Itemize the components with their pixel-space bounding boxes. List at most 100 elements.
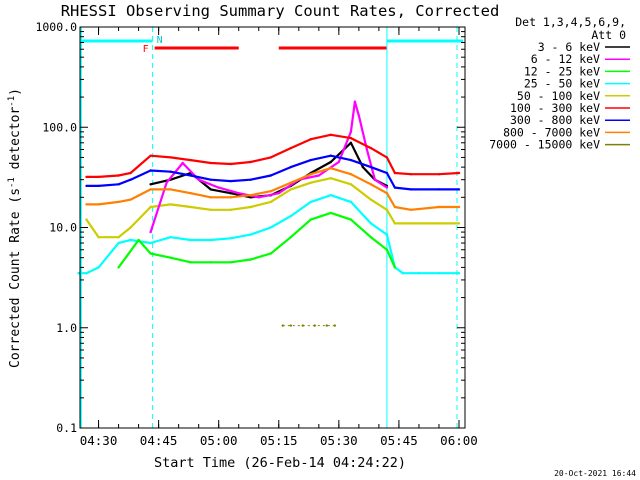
series-point-1-5 [237, 192, 240, 195]
series-point-5-19 [437, 173, 441, 176]
y-tick-label-4: 1000.0 [35, 20, 77, 34]
series-point-3-12 [289, 214, 292, 218]
series-point-5-17 [393, 171, 397, 175]
series-point-8-4 [325, 324, 328, 327]
series-point-4-6 [189, 205, 192, 209]
series-point-5-1 [97, 175, 100, 179]
series-point-7-17 [393, 205, 397, 209]
series-point-4-19 [437, 222, 441, 225]
series-point-0-9 [329, 160, 332, 164]
series-point-7-1 [97, 203, 100, 206]
series-point-0-3 [209, 188, 212, 191]
series-point-3-1 [85, 272, 88, 275]
series-point-5-5 [169, 156, 172, 159]
series-point-6-1 [97, 184, 100, 188]
series-point-2-14 [385, 248, 389, 251]
series-point-6-2 [117, 183, 120, 186]
y-axis-label-unit: detector [8, 107, 23, 178]
series-point-7-20 [457, 205, 461, 209]
series-point-4-14 [349, 183, 353, 186]
series-point-5-14 [349, 136, 353, 140]
series-point-7-11 [289, 181, 292, 184]
series-point-6-4 [149, 169, 152, 172]
series-point-3-4 [129, 238, 132, 242]
series-point-6-19 [437, 188, 441, 191]
series-point-2-4 [189, 261, 192, 264]
series-point-2-11 [329, 211, 332, 215]
series-point-7-10 [269, 190, 272, 193]
x-tick-label-2: 05:00 [200, 433, 238, 448]
series-point-7-3 [129, 198, 132, 201]
series-point-3-20 [417, 272, 421, 275]
x-tick-label-6: 06:00 [440, 433, 478, 448]
series-point-4-4 [149, 205, 152, 209]
series-point-7-2 [117, 200, 120, 204]
series-point-2-2 [149, 252, 152, 255]
series-point-7-5 [169, 188, 172, 191]
series-point-2-10 [309, 218, 312, 221]
y-tick-label-1: 1.0 [56, 321, 77, 335]
series-point-2-1 [137, 238, 140, 242]
y-tick-label-0: 0.1 [56, 421, 77, 435]
chart-title: RHESSI Observing Summary Count Rates, Co… [61, 2, 500, 20]
series-point-3-21 [437, 272, 441, 275]
series-point-3-7 [189, 238, 192, 242]
series-point-1-12 [353, 100, 357, 103]
series-point-6-13 [329, 154, 332, 157]
night-flag-label: N [157, 35, 163, 46]
series-point-7-12 [309, 173, 312, 176]
series-point-3-14 [329, 194, 332, 197]
series-point-5-4 [149, 154, 152, 157]
series-point-0-4 [229, 192, 232, 195]
x-tick-label-0: 04:30 [80, 433, 118, 448]
series-point-3-3 [117, 241, 120, 245]
y-axis-label-exp2: -1 [7, 96, 17, 107]
series-point-1-6 [257, 196, 260, 199]
series-point-6-3 [129, 178, 132, 181]
series-point-3-13 [309, 200, 312, 204]
legend-detectors-label: Det 1,3,4,5,6,9, [515, 15, 626, 29]
legend-attenuator-label: Att 0 [591, 28, 626, 42]
series-point-4-20 [457, 222, 461, 225]
x-tick-label-5: 05:45 [380, 433, 418, 448]
series-point-5-16 [385, 156, 389, 159]
series-point-2-13 [369, 236, 373, 239]
legend-entry-label-5: 100 - 300 keV [510, 101, 600, 115]
legend-entry-label-4: 50 - 100 keV [517, 89, 600, 103]
series-point-2-5 [209, 261, 212, 264]
y-tick-label-3: 100.0 [42, 120, 77, 134]
series-point-2-8 [269, 252, 272, 255]
series-point-5-11 [289, 146, 292, 150]
series-point-3-15 [349, 200, 353, 204]
series-point-1-9 [317, 174, 320, 177]
series-point-6-16 [385, 171, 389, 175]
series-point-2-3 [169, 256, 172, 259]
series-point-7-16 [385, 192, 389, 195]
series-point-7-0 [85, 203, 88, 206]
series-layer [77, 100, 461, 327]
series-point-2-12 [349, 218, 353, 221]
series-point-5-18 [409, 173, 413, 176]
series-point-4-10 [269, 200, 272, 204]
series-point-6-8 [229, 179, 232, 183]
axes: 0.1 1.0 10.0 100.0 1000.0 04:30 04:45 05:00 05:1… [35, 20, 477, 448]
series-point-5-3 [129, 171, 132, 175]
series-point-5-6 [189, 158, 192, 162]
date-stamp: 20-Oct-2021 16:44 [554, 469, 636, 478]
series-point-7-6 [189, 192, 192, 195]
series-point-6-6 [189, 174, 192, 177]
series-point-1-2 [181, 161, 184, 165]
series-point-1-15 [373, 178, 377, 181]
series-point-8-0 [281, 324, 284, 327]
series-point-3-16 [369, 222, 373, 225]
series-point-4-2 [117, 236, 120, 239]
series-point-4-16 [385, 208, 389, 211]
series-point-4-17 [393, 222, 397, 225]
series-point-4-7 [209, 208, 212, 211]
series-point-8-1 [289, 324, 292, 327]
series-point-5-13 [329, 133, 332, 136]
series-point-5-15 [369, 146, 373, 150]
